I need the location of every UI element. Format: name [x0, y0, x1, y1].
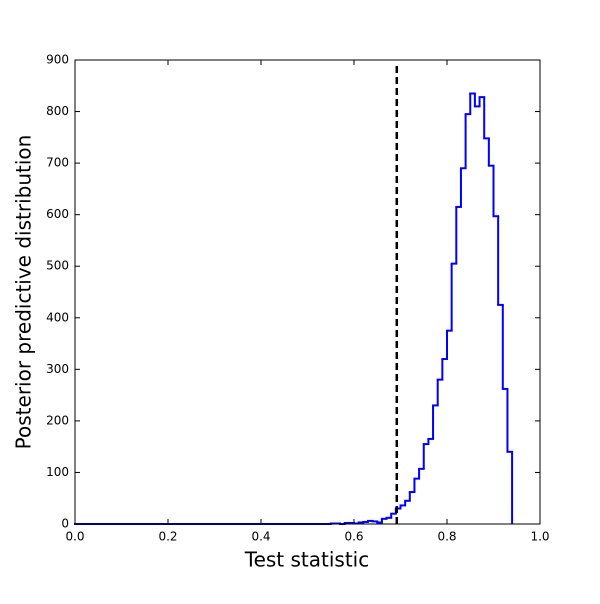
x-axis-label: Test statistic — [244, 548, 369, 572]
y-axis-label: Posterior predictive distribution — [12, 135, 36, 450]
y-tick-label: 700 — [46, 156, 69, 170]
y-tick-label: 800 — [46, 104, 69, 118]
y-tick-label: 600 — [46, 207, 69, 221]
x-tick-label: 0.4 — [251, 530, 270, 544]
y-tick-label: 200 — [46, 413, 69, 427]
x-tick-label: 0.2 — [158, 530, 177, 544]
plot-frame — [74, 59, 541, 525]
y-tick-label: 500 — [46, 259, 69, 273]
histogram-outline — [329, 93, 514, 524]
x-tick-label: 0.6 — [344, 530, 363, 544]
x-tick-label: 1.0 — [530, 530, 549, 544]
x-tick-label: 0.8 — [437, 530, 456, 544]
y-tick-label: 100 — [46, 465, 69, 479]
y-tick-label: 300 — [46, 362, 69, 376]
y-tick-label: 400 — [46, 310, 69, 324]
y-tick-label: 900 — [46, 53, 69, 67]
x-tick-label: 0.0 — [65, 530, 84, 544]
y-tick-label: 0 — [61, 517, 69, 531]
